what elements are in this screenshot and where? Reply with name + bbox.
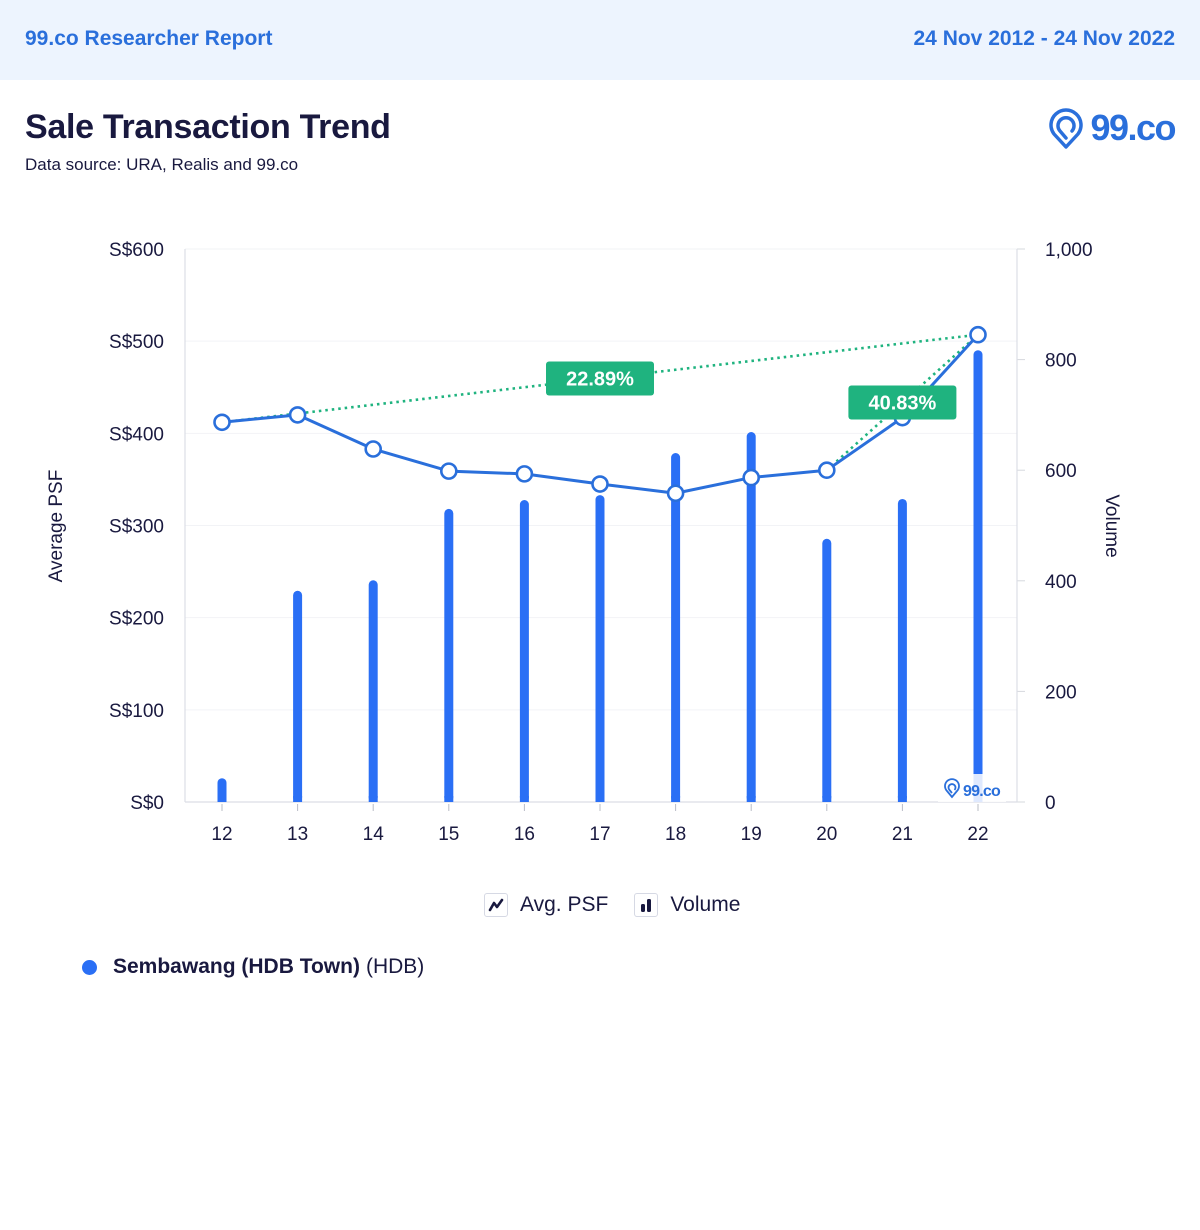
x-tick-label: 16: [514, 824, 535, 845]
volume-bar: [293, 590, 303, 802]
right-tick-label: 600: [1045, 461, 1077, 482]
chart-watermark: 99.co: [938, 774, 1006, 802]
volume-bar-base: [217, 796, 227, 802]
volume-bar-base: [368, 796, 378, 802]
left-tick-label: S$500: [109, 332, 164, 353]
volume-bar-base: [671, 796, 681, 802]
volume-bar-base: [822, 796, 832, 802]
location-pin-icon: [944, 778, 960, 799]
right-tick-label: 0: [1045, 793, 1056, 814]
volume-bar-base: [595, 796, 605, 802]
left-tick-label: S$100: [109, 701, 164, 722]
left-tick-label: S$200: [109, 609, 164, 630]
right-tick-label: 400: [1045, 572, 1077, 593]
volume-bar: [368, 580, 378, 802]
volume-bars: [217, 350, 983, 802]
trend-lines: [221, 333, 979, 472]
avg-psf-point: [288, 406, 307, 424]
sale-transaction-chart: 22.89% 40.83% S$0 S$100 S$200 S$300 S$400 S$50…: [46, 240, 1122, 845]
right-tick-label: 800: [1045, 351, 1077, 372]
legend-label-volume: Volume: [670, 893, 741, 916]
x-tick-label: 22: [967, 824, 988, 845]
x-tick-label: 13: [287, 824, 308, 845]
left-tick-label: S$300: [109, 517, 164, 538]
volume-bar: [671, 453, 681, 802]
trend-label-box: [848, 385, 957, 420]
volume-bar: [595, 495, 605, 802]
volume-bar: [444, 508, 454, 802]
bar-chart-icon: [634, 893, 659, 917]
series-type: (HDB): [365, 955, 425, 978]
volume-bar: [973, 350, 983, 802]
avg-psf-point: [591, 475, 609, 493]
legend-item-avg-psf[interactable]: Avg. PSF: [484, 893, 608, 917]
trend-line: [825, 333, 979, 472]
trend-label-box: [546, 361, 654, 396]
date-range: 24 Nov 2012 - 24 Nov 2022: [913, 27, 1176, 50]
legend-label-avg-psf: Avg. PSF: [520, 893, 609, 916]
left-tick-label: S$0: [130, 793, 164, 814]
chart-legend: Avg. PSF Volume: [484, 893, 754, 917]
location-pin-icon: [1049, 108, 1084, 149]
avg-psf-point: [742, 468, 761, 487]
avg-psf-point: [364, 440, 383, 458]
volume-bar: [822, 538, 832, 802]
page-title: Sale Transaction Trend: [25, 108, 391, 146]
volume-bar: [897, 498, 907, 802]
report-brand: 99.co Researcher Report: [25, 27, 273, 50]
volume-bar-base: [746, 796, 756, 802]
x-tick-label: 21: [892, 824, 913, 845]
left-tick-label: S$600: [109, 240, 164, 261]
x-tick-label: 19: [741, 824, 762, 845]
volume-bar-base: [293, 796, 303, 802]
right-tick-label: 1,000: [1045, 240, 1093, 261]
volume-bar-base: [444, 796, 454, 802]
right-axis-label: Volume: [1101, 494, 1122, 557]
series-name: Sembawang (HDB Town): [113, 955, 360, 978]
legend-item-volume[interactable]: Volume: [634, 893, 740, 917]
x-tick-label: 20: [816, 824, 837, 845]
brand-logo: 99.co: [1048, 106, 1176, 150]
series-label: Sembawang (HDB Town) (HDB): [82, 955, 424, 979]
x-tick-label: 18: [665, 824, 686, 845]
x-tick-label: 17: [589, 824, 610, 845]
x-tick-label: 15: [438, 824, 459, 845]
volume-bar: [746, 432, 756, 802]
avg-psf-point: [817, 461, 836, 480]
logo-text: 99.co: [1090, 107, 1176, 148]
report-header: 99.co Researcher Report 24 Nov 2012 - 24…: [0, 0, 1200, 80]
trend-labels: 22.89% 40.83%: [546, 361, 957, 420]
x-tick-label: 14: [363, 824, 385, 845]
tick-labels: S$0 S$100 S$200 S$300 S$400 S$500 S$600 0 200 400…: [109, 240, 1093, 845]
avg-psf-point: [515, 465, 534, 483]
avg-psf-point: [969, 325, 987, 344]
trend-label: 22.89%: [566, 368, 634, 390]
volume-bar: [519, 500, 529, 802]
right-tick-label: 200: [1045, 682, 1077, 703]
left-axis-label: Average PSF: [46, 470, 67, 583]
left-tick-label: S$400: [109, 424, 164, 445]
avg-psf-point: [666, 484, 685, 503]
volume-bar-base: [519, 796, 529, 802]
watermark-text: 99.co: [963, 783, 1001, 800]
avg-psf-point: [439, 462, 458, 480]
line-chart-icon: [484, 893, 508, 917]
avg-psf-point: [213, 413, 231, 432]
data-source: Data source: URA, Realis and 99.co: [25, 155, 299, 174]
trend-label: 40.83%: [868, 392, 936, 414]
volume-bar-base: [897, 796, 907, 802]
x-tick-label: 12: [211, 824, 232, 845]
series-color-dot: [82, 959, 97, 975]
